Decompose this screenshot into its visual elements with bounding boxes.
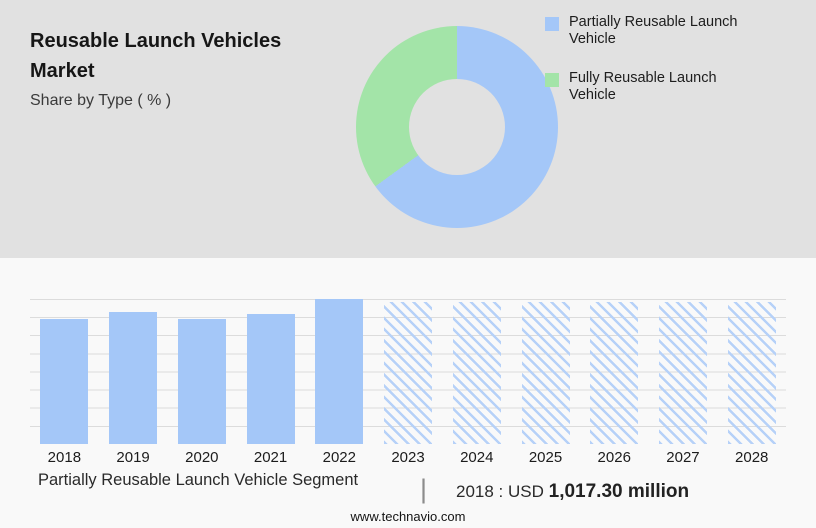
bar-2018 xyxy=(40,319,89,444)
x-axis-label-2026: 2026 xyxy=(597,449,631,466)
x-axis-label-2024: 2024 xyxy=(460,449,494,466)
x-axis-label-2022: 2022 xyxy=(322,449,356,466)
x-axis-label-2028: 2028 xyxy=(735,449,769,466)
bar-2019 xyxy=(109,312,158,444)
bar-column xyxy=(717,299,786,444)
donut-chart-hole xyxy=(409,79,505,175)
legend-label: Partially Reusable Launch Vehicle xyxy=(569,14,738,48)
page-title: Reusable Launch Vehicles Market xyxy=(30,30,282,82)
bar-chart xyxy=(30,299,786,444)
bar-chart-x-axis: 2018 2019 2020 2021 2022 2023 2024 2025 2026 2027… xyxy=(30,449,786,466)
bar-column xyxy=(99,299,168,444)
forecast-bar-2026 xyxy=(590,301,639,444)
forecast-bar-2025 xyxy=(521,301,570,444)
stat-prefix: 2018 : USD xyxy=(456,482,544,501)
bar-column xyxy=(236,299,305,444)
x-axis-label-2019: 2019 xyxy=(116,449,150,466)
x-axis-label-2027: 2027 xyxy=(666,449,700,466)
legend-item-partially-reusable: Partially Reusable Launch Vehicle xyxy=(545,14,765,49)
page-subtitle: Share by Type ( % ) xyxy=(30,92,172,109)
legend-label: Fully Reusable Launch Vehicle xyxy=(569,69,717,104)
x-axis-label-2018: 2018 xyxy=(47,449,82,466)
x-axis-label-2025: 2025 xyxy=(528,449,563,466)
segment-caption: Partially Reusable Launch Vehicle Segmen… xyxy=(38,471,359,489)
legend-item-fully-reusable: Fully Reusable Launch Vehicle xyxy=(545,70,765,105)
bar-column xyxy=(30,299,99,444)
forecast-bar-2027 xyxy=(658,301,707,444)
bar-column xyxy=(511,299,580,444)
bar-column xyxy=(305,299,374,444)
bar-2021 xyxy=(246,313,295,444)
legend-swatch-green xyxy=(545,72,559,87)
bar-2020 xyxy=(177,319,226,444)
website-url: www.technavio.com xyxy=(350,509,466,524)
header-panel: Reusable Launch Vehicles Market Share by… xyxy=(0,0,816,258)
x-axis-label-2020: 2020 xyxy=(185,449,219,466)
chart-legend: Partially Reusable Launch Vehicle Fully … xyxy=(545,14,765,126)
stat-value: 1,017.30 million xyxy=(548,481,690,502)
legend-swatch-blue xyxy=(545,17,559,31)
forecast-bar-2028 xyxy=(727,301,776,444)
x-axis-label-2023: 2023 xyxy=(391,449,425,466)
bar-2022 xyxy=(315,299,364,444)
x-axis-label-2021: 2021 xyxy=(253,449,288,466)
donut-chart xyxy=(356,26,558,228)
bar-column xyxy=(580,299,649,444)
caption-separator: | xyxy=(420,474,428,504)
bar-column xyxy=(167,299,236,444)
forecast-bar-2024 xyxy=(452,301,501,444)
bar-column xyxy=(374,299,443,444)
bar-column xyxy=(649,299,718,444)
bar-column xyxy=(442,299,511,444)
forecast-bar-2023 xyxy=(384,301,433,444)
stat-line: 2018 : USD 1,017.30 million xyxy=(456,481,689,503)
